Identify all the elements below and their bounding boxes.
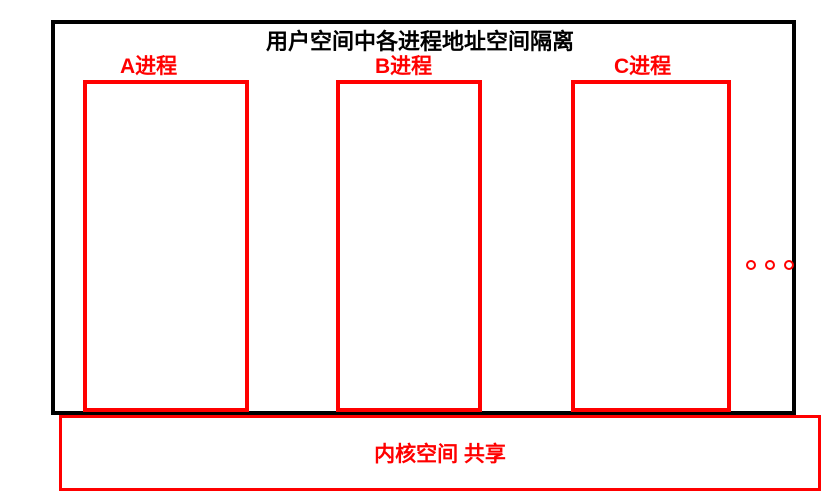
diagram-canvas: 用户空间中各进程地址空间隔离A进程B进程C进程内核空间 共享 — [0, 0, 840, 502]
process-label-2: C进程 — [614, 50, 671, 80]
ellipsis-dot-1 — [765, 260, 775, 270]
process-label-1: B进程 — [375, 50, 432, 80]
process-box-2 — [571, 80, 731, 412]
ellipsis-dot-2 — [784, 260, 794, 270]
process-box-0 — [83, 80, 249, 412]
kernel-space-box: 内核空间 共享 — [59, 415, 821, 491]
ellipsis-dot-0 — [746, 260, 756, 270]
kernel-space-label: 内核空间 共享 — [374, 438, 506, 468]
process-label-0: A进程 — [120, 50, 177, 80]
process-box-1 — [336, 80, 482, 412]
